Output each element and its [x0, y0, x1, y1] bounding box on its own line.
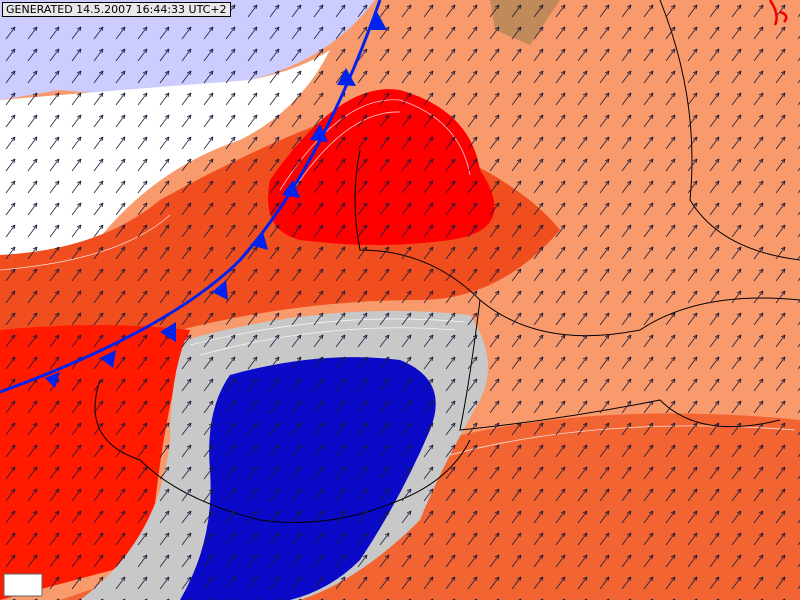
- legend-box: [3, 573, 43, 597]
- red-marker: [768, 0, 788, 26]
- cold-front: [0, 0, 382, 394]
- front-triangles: [45, 12, 387, 388]
- generated-stamp: GENERATED 14.5.2007 16:44:33 UTC+2: [2, 2, 231, 17]
